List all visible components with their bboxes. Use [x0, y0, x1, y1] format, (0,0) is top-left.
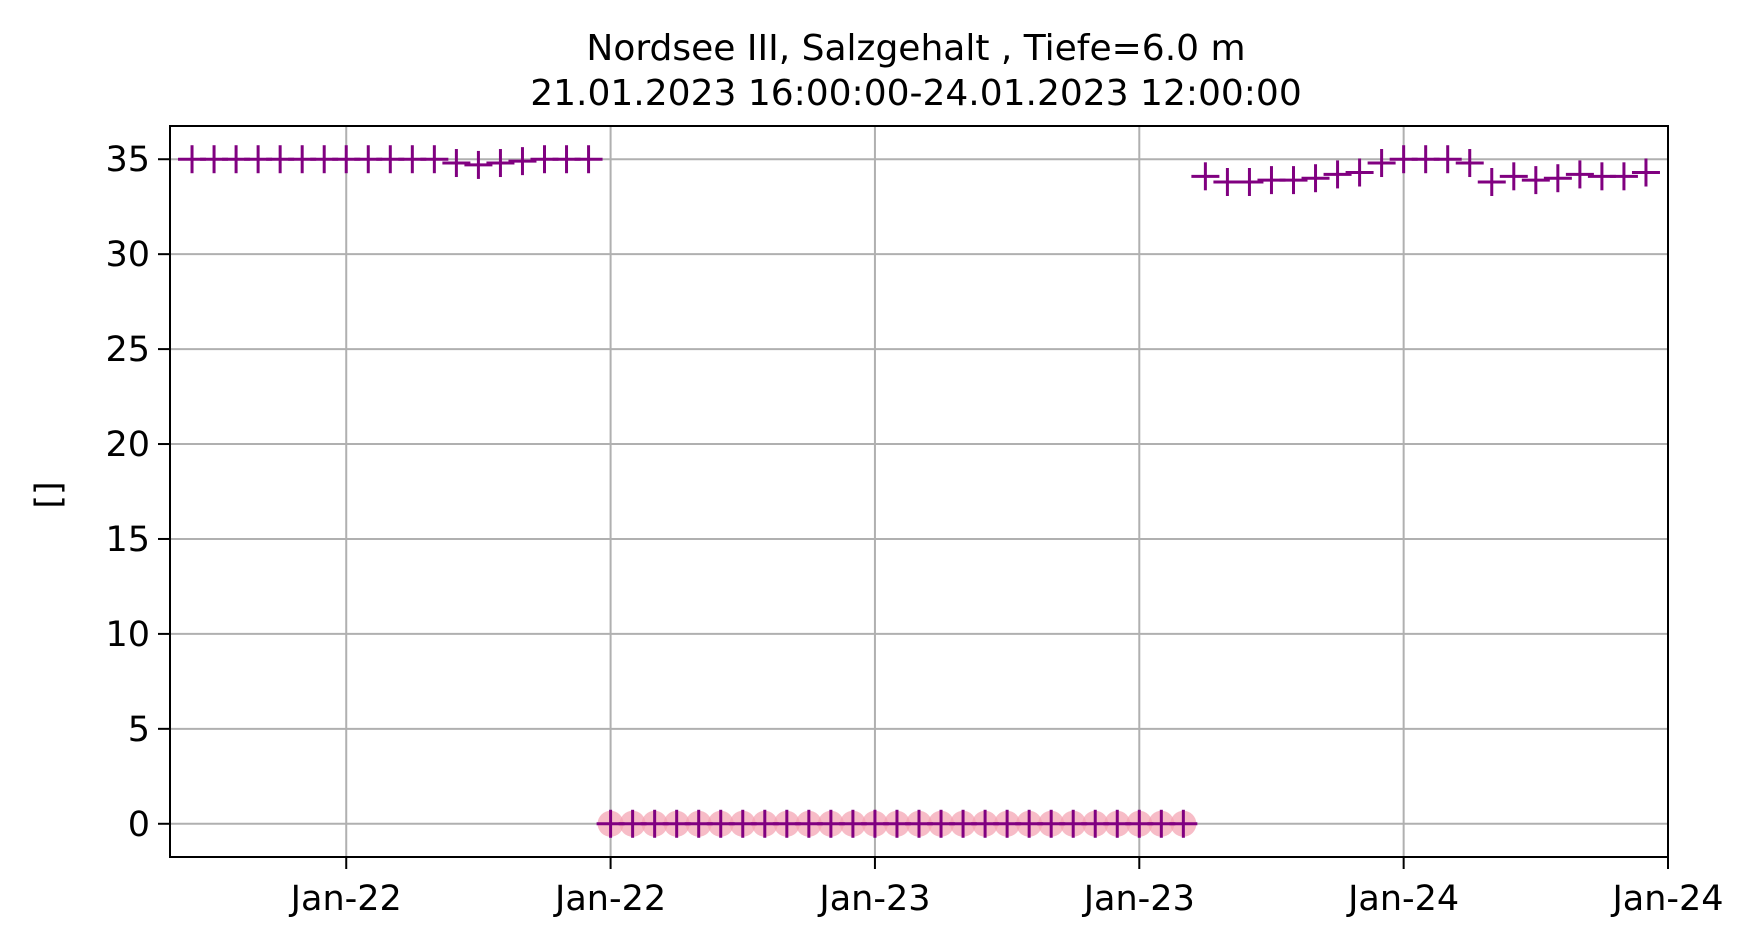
data-point: [1455, 149, 1484, 178]
chart-subtitle: 21.01.2023 16:00:00-24.01.2023 12:00:00: [530, 73, 1302, 114]
x-tick-label: Jan-22: [553, 879, 666, 919]
data-point: [1433, 145, 1462, 174]
data-point: [1565, 160, 1594, 189]
y-tick-label: 0: [128, 805, 150, 845]
x-tick-label: Jan-23: [1082, 879, 1195, 919]
data-point: [1169, 809, 1198, 838]
y-tick-label: 20: [105, 425, 150, 465]
data-point: [486, 149, 515, 178]
data-point: [1477, 168, 1506, 197]
data-point: [442, 149, 471, 178]
data-point: [1499, 162, 1528, 191]
y-tick-label: 10: [105, 615, 150, 655]
data-point: [1345, 158, 1374, 187]
data-point: [1609, 162, 1638, 191]
y-axis-label: []: [29, 481, 69, 508]
data-point: [1367, 149, 1396, 178]
data-point: [574, 145, 603, 174]
x-tick-label: Jan-24: [1346, 879, 1459, 919]
y-tick-label: 25: [105, 330, 150, 370]
y-tick-label: 35: [105, 140, 150, 180]
data-point: [420, 145, 449, 174]
x-tick-label: Jan-22: [289, 879, 402, 919]
x-tick-label: Jan-24: [1610, 879, 1723, 919]
axis-ticks: 0 5 10 15 20 25 30 35 Jan-22 Jan-22 Jan-23 Jan-23 Ja…: [105, 140, 1723, 919]
y-tick-label: 15: [105, 520, 150, 560]
plot-area-frame: [169, 125, 1669, 858]
data-point: [1543, 164, 1572, 193]
data-point: [464, 150, 493, 179]
chart-title: Nordsee III, Salzgehalt , Tiefe=6.0 m: [586, 28, 1245, 69]
data-point: [1521, 166, 1550, 195]
data-points: [178, 145, 1660, 838]
data-point: [508, 147, 537, 176]
data-point: [1631, 158, 1660, 187]
data-point: [1191, 162, 1220, 191]
data-point: [1279, 166, 1308, 195]
y-tick-label: 5: [128, 710, 150, 750]
data-point: [1235, 168, 1264, 197]
data-point: [1301, 164, 1330, 193]
y-tick-label: 30: [105, 235, 150, 275]
x-tick-label: Jan-23: [817, 879, 930, 919]
data-point: [1323, 160, 1352, 189]
